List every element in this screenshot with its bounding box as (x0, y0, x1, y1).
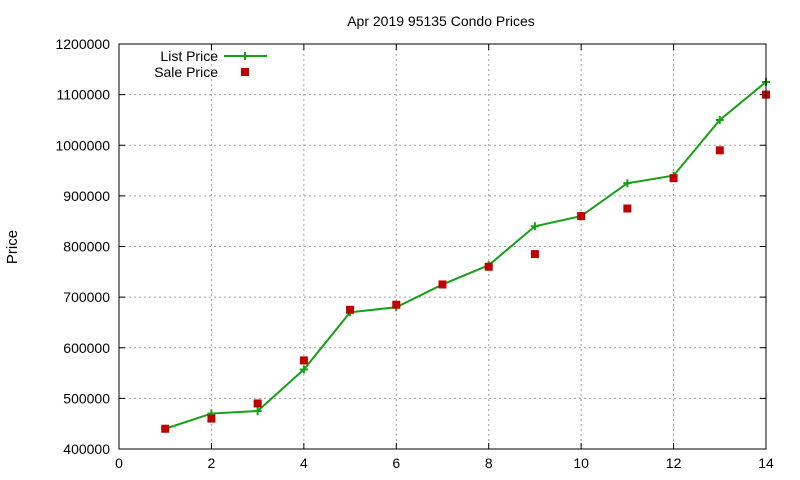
legend-swatch-sale-price (241, 68, 249, 76)
x-tick-label: 4 (300, 455, 308, 471)
y-tick-label: 1100000 (57, 87, 111, 103)
y-tick-label: 800000 (63, 239, 110, 255)
sale-price-point (669, 174, 678, 183)
sale-price-point (577, 212, 586, 221)
sale-price-point (207, 414, 216, 423)
axis-ticks (118, 43, 767, 450)
sale-price-point (299, 356, 308, 365)
grid-lines (119, 44, 766, 449)
axis-tick-labels: 0 2 4 6 8 10 12 14 400000 500000 600000 700000 80000… (55, 36, 774, 471)
x-tick-label: 6 (392, 455, 400, 471)
legend-label-list-price: List Price (160, 48, 218, 64)
list-price-point (530, 222, 539, 231)
y-tick-label: 500000 (63, 390, 110, 406)
y-tick-label: 400000 (63, 441, 110, 457)
x-tick-label: 14 (758, 455, 774, 471)
list-price-point (299, 365, 308, 374)
sale-price-point (161, 424, 170, 433)
sale-price-point (715, 146, 724, 155)
chart-title: Apr 2019 95135 Condo Prices (347, 13, 535, 29)
sale-price-point (530, 250, 539, 259)
sale-price-point (623, 204, 632, 213)
sale-price-point (484, 262, 493, 271)
plot-frame (118, 43, 767, 450)
y-tick-label: 900000 (63, 188, 110, 204)
list-price-point (623, 179, 632, 188)
x-tick-label: 2 (208, 455, 216, 471)
sale-price-point (438, 280, 447, 289)
list-price-line (164, 81, 767, 430)
list-price-point (253, 407, 262, 416)
data-series (161, 77, 770, 433)
y-axis-label: Price (4, 230, 21, 264)
sale-price-point (346, 305, 355, 314)
sale-price-point (392, 300, 401, 309)
list-price-point (715, 115, 724, 124)
x-tick-label: 8 (485, 455, 493, 471)
legend-label-sale-price: Sale Price (154, 64, 218, 80)
sale-price-point (253, 399, 262, 408)
y-tick-label: 1000000 (55, 137, 110, 153)
y-tick-label: 600000 (63, 340, 110, 356)
x-tick-label: 0 (115, 455, 123, 471)
x-tick-label: 12 (666, 455, 682, 471)
list-price-series (161, 77, 770, 433)
legend-marker-list-price (241, 52, 249, 60)
x-tick-label: 10 (573, 455, 589, 471)
y-tick-label: 700000 (63, 289, 110, 305)
sale-price-series (161, 90, 770, 433)
y-tick-label: 1200000 (55, 36, 110, 52)
